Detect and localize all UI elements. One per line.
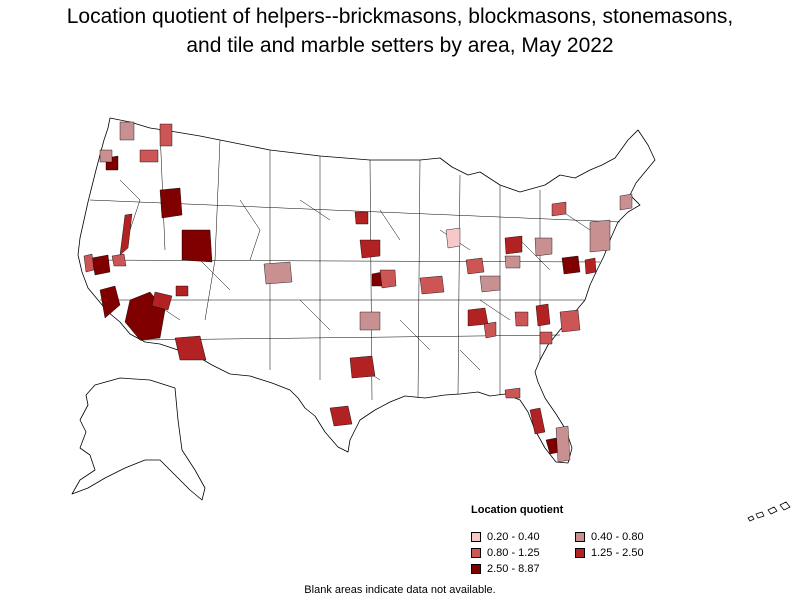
legend-item: 0.40 - 0.80 <box>575 530 675 544</box>
legend-swatch <box>471 532 481 542</box>
legend-item: 2.50 - 8.87 <box>471 562 575 576</box>
legend-label: 1.25 - 2.50 <box>591 547 644 559</box>
legend-item: 0.20 - 0.40 <box>471 530 575 544</box>
legend-grid: 0.20 - 0.40 0.40 - 0.80 0.80 - 1.25 1.25… <box>471 530 675 576</box>
legend-swatch <box>575 548 585 558</box>
legend-label: 0.20 - 0.40 <box>487 531 540 543</box>
legend-title: Location quotient <box>471 504 564 516</box>
legend-label: 0.40 - 0.80 <box>591 531 644 543</box>
legend-swatch <box>471 564 481 574</box>
legend: Location quotient 0.20 - 0.40 0.40 - 0.8… <box>471 504 675 576</box>
footnote: Blank areas indicate data not available. <box>304 584 496 596</box>
legend-item: 0.80 - 1.25 <box>471 546 575 560</box>
title-line-1: Location quotient of helpers--brickmason… <box>66 5 734 28</box>
legend-swatch <box>575 532 585 542</box>
legend-label: 2.50 - 8.87 <box>487 563 540 575</box>
legend-label: 0.80 - 1.25 <box>487 547 540 559</box>
alaska-outline <box>71 377 206 501</box>
legend-swatch <box>471 548 481 558</box>
shaded-areas <box>83 121 633 463</box>
title-line-2: and tile and marble setters by area, May… <box>186 34 614 57</box>
map-title: Location quotient of helpers--brickmason… <box>0 2 800 60</box>
hawaii-islands <box>747 501 791 522</box>
legend-item: 1.25 - 2.50 <box>575 546 675 560</box>
